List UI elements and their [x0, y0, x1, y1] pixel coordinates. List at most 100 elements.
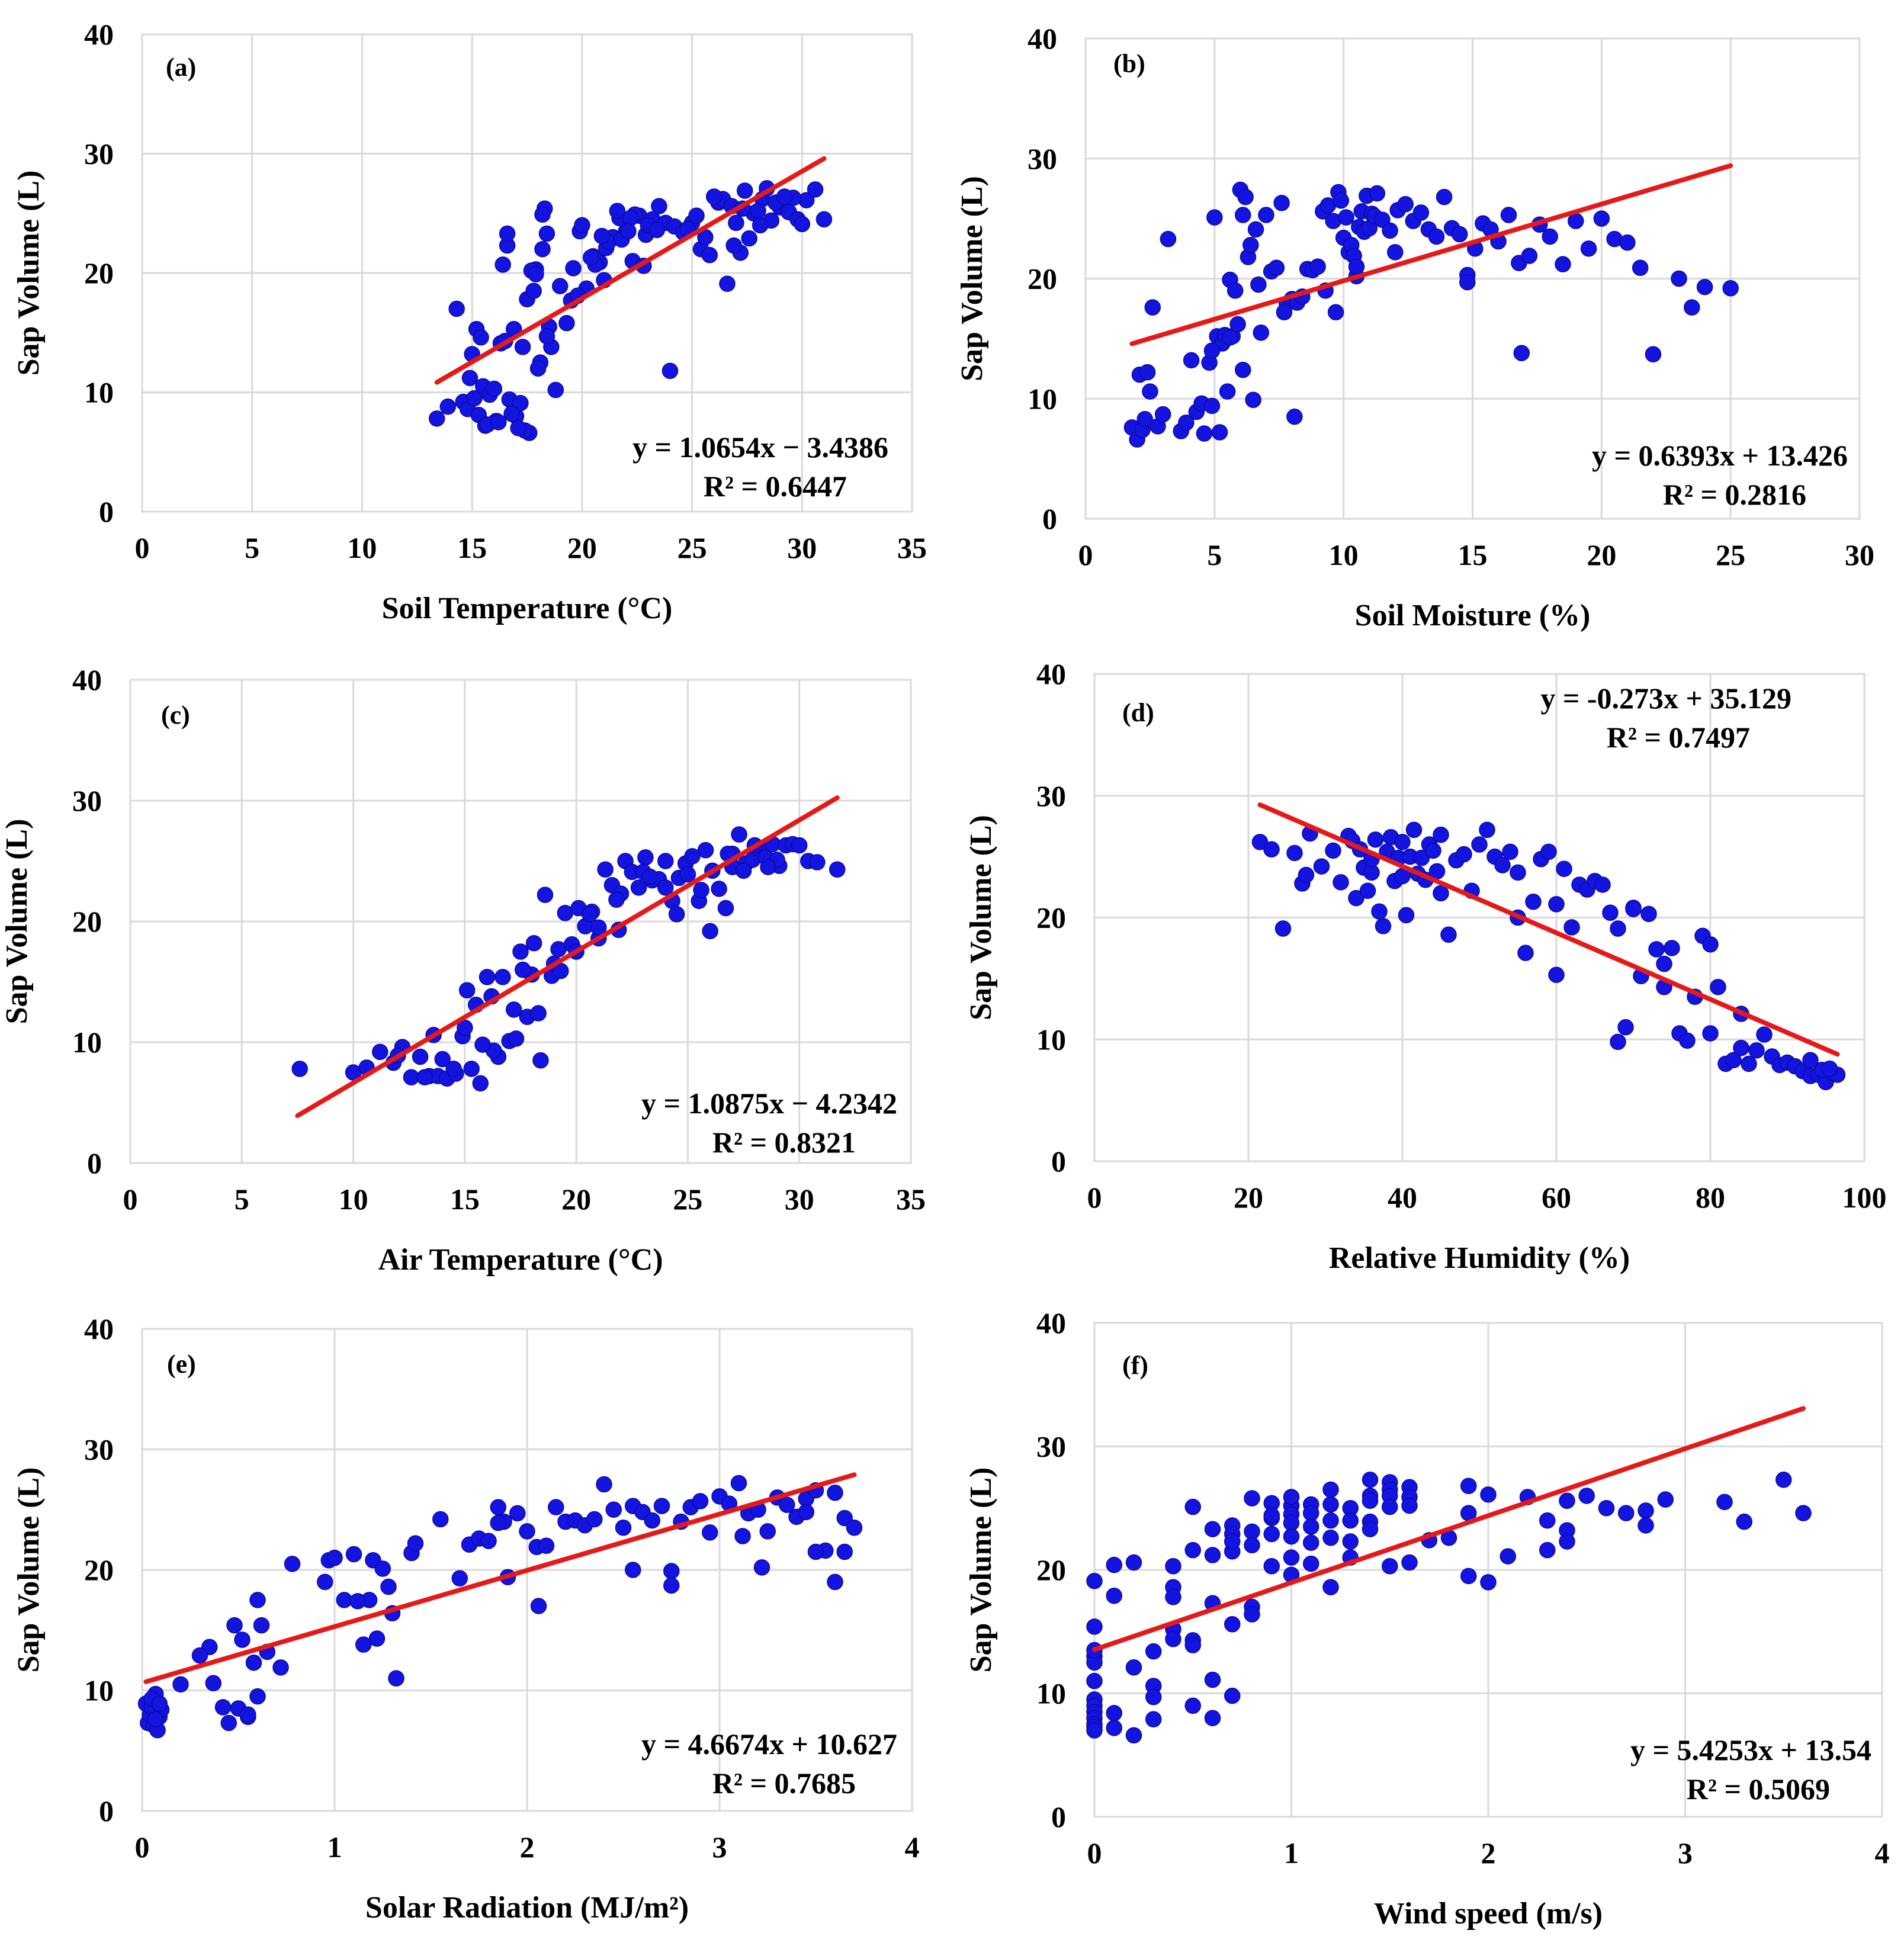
data-point — [1196, 425, 1213, 442]
data-point — [1322, 1530, 1339, 1546]
data-point — [1733, 1039, 1749, 1056]
regression-equation: y = -0.273x + 35.129 — [1540, 682, 1791, 715]
x-tick-label: 30 — [787, 531, 817, 564]
data-point — [1204, 1547, 1221, 1563]
trend-line — [295, 795, 840, 1118]
plot-frame — [129, 679, 912, 1164]
y-tick-label: 10 — [1036, 1677, 1066, 1710]
data-point — [547, 381, 564, 399]
data-point — [1593, 210, 1610, 227]
data-point — [226, 1617, 243, 1634]
data-point — [461, 370, 479, 387]
regression-equation: y = 4.6674x + 10.627 — [641, 1727, 897, 1761]
data-point — [479, 969, 496, 985]
data-point — [1387, 244, 1404, 261]
data-point — [512, 943, 529, 960]
data-point — [705, 188, 723, 205]
data-point — [1204, 1521, 1221, 1537]
data-point — [326, 1549, 343, 1566]
data-point — [1303, 1505, 1319, 1521]
data-point — [508, 1030, 525, 1047]
data-point — [1610, 1033, 1626, 1051]
data-point — [1222, 329, 1238, 346]
data-point — [1802, 1052, 1819, 1068]
data-point — [1362, 1521, 1379, 1537]
panel-b: 0 5 10 15 20 25 30 0 10 20 30 40 Soil Moisture (%) Sa… — [955, 22, 1874, 632]
data-point — [1204, 1671, 1221, 1688]
data-point — [1369, 185, 1386, 202]
data-point — [1322, 1512, 1339, 1529]
data-point — [374, 1560, 391, 1577]
data-point — [1401, 1554, 1418, 1571]
data-point — [1274, 920, 1292, 937]
x-tick-label: 10 — [347, 531, 377, 564]
data-point — [490, 1514, 506, 1531]
data-point — [1309, 258, 1326, 275]
data-point — [731, 826, 747, 843]
data-point — [644, 1512, 660, 1529]
data-point — [1656, 955, 1672, 972]
data-point — [1235, 361, 1251, 378]
data-point — [272, 1659, 289, 1676]
data-point — [1671, 270, 1687, 287]
data-point — [701, 247, 718, 264]
data-point — [1303, 1518, 1319, 1535]
data-point — [428, 410, 445, 427]
x-tick-label: 20 — [567, 531, 597, 564]
data-point — [1500, 207, 1517, 223]
data-point — [1106, 1705, 1122, 1721]
plot-frame — [1093, 673, 1866, 1162]
y-tick-label: 20 — [72, 905, 102, 938]
data-point — [641, 868, 659, 885]
data-point — [625, 1562, 641, 1578]
data-point — [807, 1543, 824, 1560]
data-point — [291, 1061, 308, 1077]
data-point — [1333, 192, 1350, 209]
data-point — [412, 1048, 429, 1065]
x-tick-label: 4 — [905, 1830, 920, 1864]
data-point — [752, 217, 769, 234]
data-point — [668, 906, 685, 923]
y-tick-label: 30 — [72, 784, 102, 817]
data-point — [172, 1676, 189, 1693]
data-point — [558, 314, 575, 332]
data-point — [1702, 1025, 1719, 1042]
data-point — [1736, 1513, 1752, 1530]
data-point — [529, 360, 547, 377]
data-point — [472, 1075, 489, 1092]
trend-line — [1129, 163, 1733, 346]
data-point — [725, 237, 742, 254]
data-point — [1244, 1523, 1260, 1540]
data-point — [1645, 346, 1662, 362]
data-point — [1086, 1672, 1103, 1690]
data-point — [1283, 1528, 1300, 1545]
data-point — [1397, 196, 1414, 213]
data-point — [684, 848, 701, 865]
data-point — [1263, 1507, 1280, 1524]
data-point — [1382, 1557, 1398, 1575]
data-point — [1371, 903, 1388, 920]
panel-label: (f) — [1122, 1351, 1148, 1380]
data-point — [590, 919, 607, 936]
data-point — [827, 1485, 843, 1501]
data-point — [1342, 1533, 1359, 1550]
y-axis-label: Sap Volume (L) — [964, 815, 998, 1020]
trend-line — [434, 156, 827, 385]
y-tick-label: 10 — [84, 1674, 114, 1707]
y-tick-label: 30 — [1036, 1430, 1066, 1463]
data-point — [1500, 1548, 1516, 1565]
data-point — [1348, 258, 1365, 275]
x-tick-label: 1 — [1284, 1836, 1299, 1870]
x-tick-label: 30 — [1845, 538, 1874, 571]
y-axis-label: Sap Volume (L) — [12, 1467, 46, 1673]
x-axis-label: Soil Temperature (°C) — [382, 592, 673, 625]
data-point — [1165, 1589, 1181, 1605]
data-point — [1741, 1055, 1757, 1072]
data-point — [1136, 410, 1153, 428]
data-point — [1539, 1541, 1556, 1559]
data-point — [284, 1556, 301, 1572]
data-point — [1322, 1579, 1339, 1595]
data-point — [1145, 1643, 1162, 1660]
data-point — [597, 861, 614, 878]
data-point — [525, 282, 542, 299]
